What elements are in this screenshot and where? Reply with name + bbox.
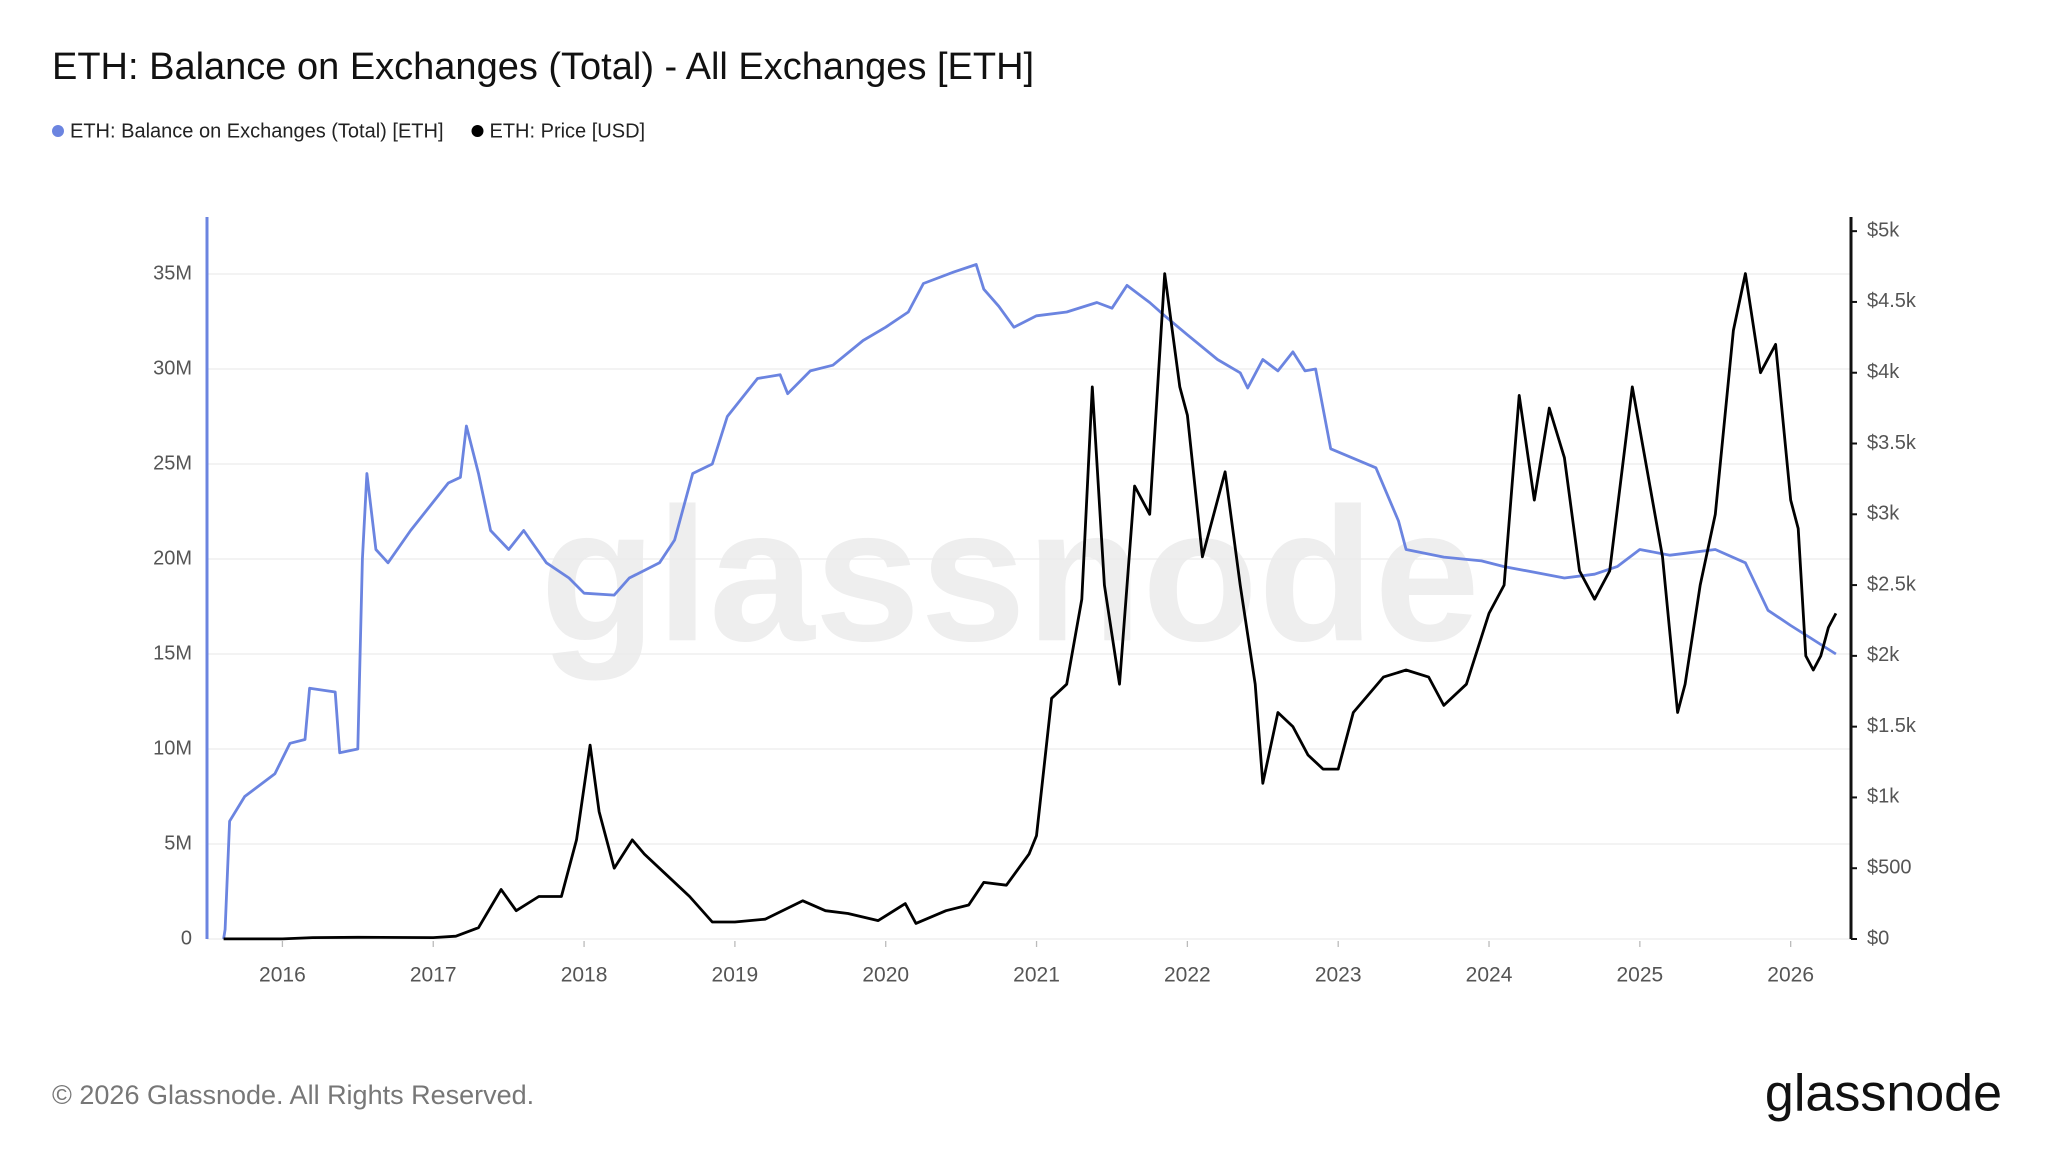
y-tick-label: 20M xyxy=(153,547,192,569)
x-tick-label: 2019 xyxy=(712,964,759,987)
y2-tick-label: $500 xyxy=(1867,856,1912,878)
y2-tick-label: $3.5k xyxy=(1867,432,1917,454)
y2-tick-label: $4k xyxy=(1867,361,1900,383)
legend-label: ETH: Price [USD] xyxy=(490,120,646,142)
y2-tick-label: $1.5k xyxy=(1867,715,1917,737)
brand-logo: glassnode xyxy=(1765,1065,2002,1123)
y-tick-label: 10M xyxy=(153,737,192,759)
y-tick-label: 25M xyxy=(153,452,192,474)
legend-marker xyxy=(471,125,484,137)
x-tick-label: 2022 xyxy=(1164,964,1211,987)
y2-tick-label: $2k xyxy=(1867,644,1900,666)
x-tick-label: 2023 xyxy=(1315,964,1362,987)
x-tick-label: 2016 xyxy=(259,964,306,987)
x-tick-label: 2026 xyxy=(1767,964,1814,987)
series-line xyxy=(223,272,1838,941)
y-tick-label: 30M xyxy=(153,357,192,379)
y-tick-label: 0 xyxy=(181,927,192,949)
x-tick-label: 2017 xyxy=(410,964,457,987)
footer: © 2026 Glassnode. All Rights Reserved. xyxy=(52,1080,534,1110)
y2-tick-label: $0 xyxy=(1867,927,1889,949)
series-line xyxy=(222,263,1837,940)
y2-tick-label: $1k xyxy=(1867,786,1900,808)
x-tick-label: 2020 xyxy=(862,964,909,987)
y2-tick-label: $5k xyxy=(1867,219,1900,241)
x-tick-label: 2025 xyxy=(1616,964,1663,987)
y2-tick-label: $3k xyxy=(1867,503,1900,525)
watermark: glassnode xyxy=(540,469,1480,681)
y-tick-label: 15M xyxy=(153,642,192,664)
x-tick-label: 2021 xyxy=(1013,964,1060,987)
y2-tick-label: $4.5k xyxy=(1867,290,1917,312)
y2-tick-label: $2.5k xyxy=(1867,573,1917,595)
x-tick-label: 2024 xyxy=(1466,964,1513,987)
legend-label: ETH: Balance on Exchanges (Total) [ETH] xyxy=(70,120,444,142)
chart-title: ETH: Balance on Exchanges (Total) - All … xyxy=(52,46,1034,88)
y-tick-label: 5M xyxy=(164,832,192,854)
legend-marker xyxy=(52,125,64,137)
x-tick-label: 2018 xyxy=(561,964,608,987)
y-tick-label: 35M xyxy=(153,262,192,284)
